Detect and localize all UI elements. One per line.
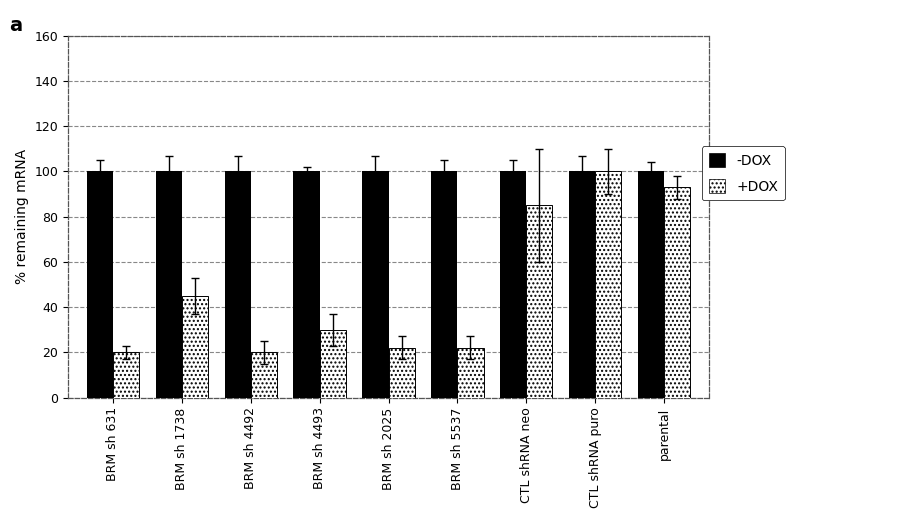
Bar [293, 172, 319, 397]
Bar [595, 172, 620, 397]
Legend: -DOX, +DOX: -DOX, +DOX [701, 146, 784, 200]
Bar [526, 206, 552, 397]
Bar [664, 187, 689, 397]
Bar [155, 172, 182, 397]
Text: a: a [9, 16, 22, 35]
Bar [500, 172, 526, 397]
Bar [568, 172, 595, 397]
Bar [224, 172, 251, 397]
Y-axis label: % remaining mRNA: % remaining mRNA [15, 149, 29, 284]
Bar [113, 353, 139, 397]
Bar [431, 172, 457, 397]
Bar [457, 348, 483, 397]
Bar [637, 172, 664, 397]
Bar [182, 296, 208, 397]
Bar [388, 348, 414, 397]
Bar [362, 172, 388, 397]
Bar [319, 329, 346, 397]
Bar [86, 172, 113, 397]
Bar [251, 353, 277, 397]
